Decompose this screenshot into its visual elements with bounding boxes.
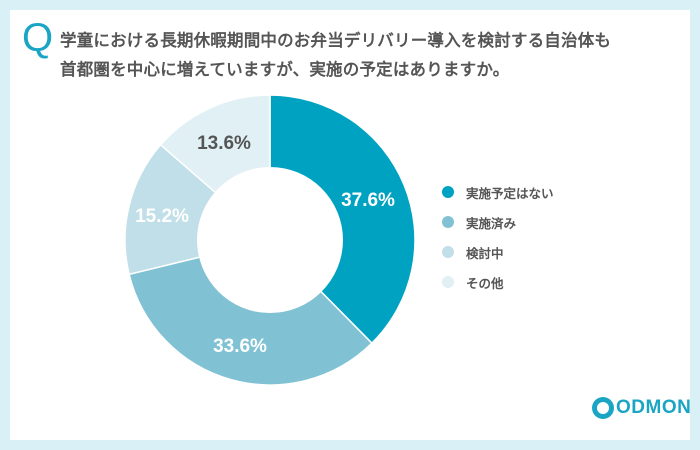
legend-label: 実施済み [466,215,517,231]
slice-label-1: 33.6% [213,336,267,357]
chart-title: 学童における長期休暇期間中のお弁当デリバリー導入を検討する自治体も 首都圏を中心… [60,26,611,84]
legend-dot-icon [442,276,454,288]
slice-label-2: 15.2% [135,206,189,227]
legend-label: 実施予定はない [466,185,554,201]
codmon-logo: ODMON [592,397,691,419]
slice-label-3: 13.6% [197,133,251,154]
title-line-2: 首都圏を中心に増えていますが、実施の予定はありますか。 [60,60,510,79]
title-line-1: 学童における長期休暇期間中のお弁当デリバリー導入を検討する自治体も [60,31,612,50]
legend-item: 検討中 [442,237,554,267]
logo-text: ODMON [616,397,692,418]
donut-slice [128,239,373,386]
legend-item: 実施予定はない [442,177,554,207]
donut-slice [269,94,416,345]
donut-hole [197,167,343,313]
legend-item: その他 [442,267,554,297]
legend-dot-icon [442,186,454,198]
legend-item: 実施済み [442,207,554,237]
legend: 実施予定はない 実施済み 検討中 その他 [442,177,554,297]
legend-dot-icon [442,246,454,258]
question-mark-icon: Q [22,16,54,60]
legend-label: その他 [466,275,504,291]
slice-label-0: 37.6% [341,190,395,211]
logo-c-icon [592,397,614,419]
legend-label: 検討中 [466,245,504,261]
legend-dot-icon [442,216,454,228]
